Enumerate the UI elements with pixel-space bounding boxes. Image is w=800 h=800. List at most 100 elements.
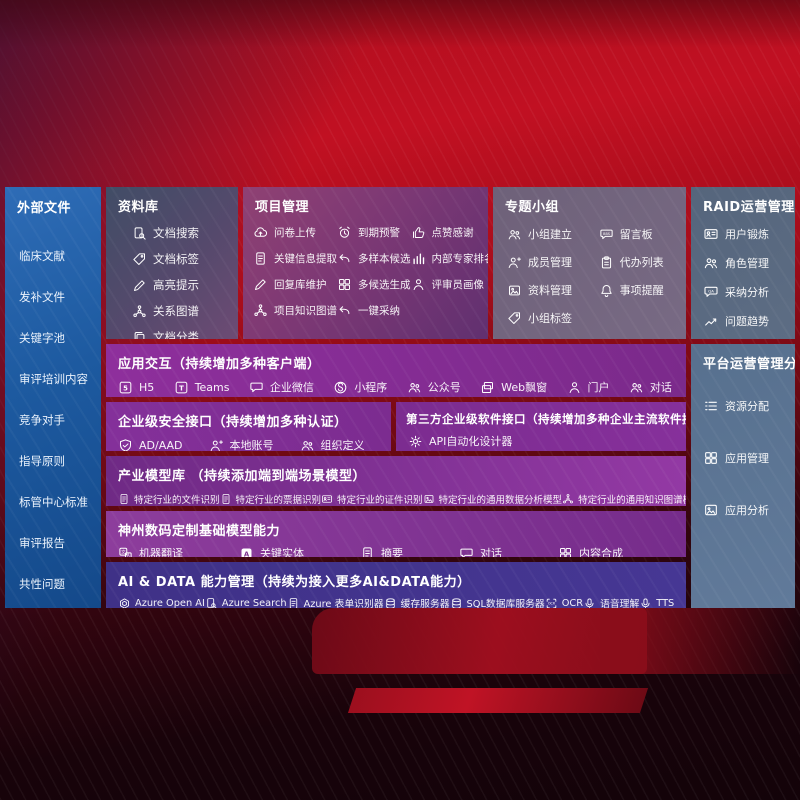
- capability-item-label: 文档搜索: [153, 226, 199, 240]
- sidebar-item-label: 指导原则: [19, 454, 65, 468]
- bell-icon: [599, 283, 614, 298]
- api-designer-icon: [408, 434, 423, 449]
- panel-foundation-models: 神州数码定制基础模型能力 机器翻译 关键实体 摘要 对话 内容合成: [106, 511, 686, 557]
- capability-item-label: Web飘窗: [501, 381, 548, 394]
- ad-shield-icon: [118, 438, 133, 452]
- capability-item: 成员管理: [507, 254, 599, 270]
- tts-icon: [639, 597, 652, 609]
- capability-item: TTS: [639, 597, 675, 609]
- panel-thirdparty-interface: 第三方企业级软件接口（持续增加多种企业主流软件接口） API自动化设计器: [396, 402, 686, 451]
- capability-item: 小组建立: [507, 226, 599, 242]
- capability-item-label: 组织定义: [320, 439, 365, 451]
- sidebar-item: 竞争对手: [19, 412, 101, 428]
- capability-item-label: OCR: [561, 597, 584, 609]
- capability-item-label: 门户: [587, 381, 610, 394]
- panel-app-interaction: 应用交互（持续增加多种客户端） H5 Teams 企业微信 小程序 公众号 Web飘窗 门户…: [106, 344, 686, 397]
- capability-item: 特定行业的文件识别: [118, 492, 220, 506]
- bbs-board-icon: [599, 227, 614, 242]
- sidebar-item: 临床文献: [19, 248, 101, 264]
- capability-item-label: 角色管理: [725, 257, 769, 270]
- portal-icon: [567, 380, 582, 395]
- capability-item-label: AD/AAD: [139, 438, 183, 452]
- panel-security-interface: 企业级安全接口（持续增加多种认证） AD/AAD 本地账号 组织定义: [106, 402, 391, 451]
- capability-item-label: 小程序: [354, 381, 388, 394]
- capability-item: 问题趋势: [703, 313, 795, 329]
- sidebar-item-label: 发补文件: [19, 290, 65, 304]
- capability-item-label: 摘要: [381, 547, 403, 557]
- capability-item: 企业微信: [249, 379, 314, 395]
- todo-list-icon: [599, 255, 614, 270]
- panel-title: 企业级安全接口（持续增加多种认证）: [118, 415, 348, 430]
- translate-icon: [118, 546, 133, 558]
- document-stack-icon: [132, 330, 147, 340]
- capability-item: 组织定义: [300, 437, 365, 451]
- capability-item-label: 问题趋势: [725, 315, 769, 328]
- capability-item-label: 特定行业的票据识别: [235, 495, 322, 506]
- capability-item-label: 评审员画像: [431, 279, 485, 291]
- sidebar-item: 共性问题: [19, 576, 101, 592]
- sidebar-item-label: 关键字池: [19, 331, 65, 345]
- document-extract-icon: [253, 251, 268, 266]
- capability-item: 用户锻炼: [703, 226, 795, 242]
- capability-item-label: 小组标签: [528, 312, 572, 325]
- capability-item-label: 机器翻译: [139, 547, 183, 557]
- sql-database-icon: [450, 597, 463, 609]
- panel-ai-data-management: AI & DATA 能力管理（持续为接入更多AI&DATA能力） Azure O…: [106, 562, 686, 608]
- highlighter-icon: [132, 278, 147, 293]
- capability-item: Teams: [174, 380, 230, 395]
- capability-item: H5: [118, 380, 154, 395]
- sidebar-item-label: 共性问题: [19, 577, 65, 591]
- capability-item: 应用分析: [703, 502, 795, 518]
- sidebar-item-label: 审评培训内容: [19, 372, 88, 386]
- capability-item-label: 资料管理: [528, 284, 572, 297]
- capability-item: 评审员画像: [411, 277, 489, 292]
- sidebar-item-label: 临床文献: [19, 249, 65, 263]
- panel-special-groups: 专题小组 小组建立 留言板 成员管理 代办列表 资料管理 事项提醒 小组标签: [493, 187, 686, 339]
- capability-item-label: Azure Search: [221, 597, 287, 609]
- capability-item: 关系图谱: [132, 303, 238, 319]
- capability-item: 关键信息提取: [253, 251, 337, 266]
- background-red-bar: [347, 688, 649, 713]
- capability-item: 一键采纳: [337, 303, 411, 318]
- sidebar-item-label: 竞争对手: [19, 413, 65, 427]
- trend-chart-icon: [703, 313, 719, 329]
- capability-item: 公众号: [407, 379, 461, 395]
- knowledge-graph-icon: [253, 303, 268, 318]
- capability-item-label: 高亮提示: [153, 278, 199, 292]
- capability-item: 多样本候选: [337, 251, 411, 266]
- data-analysis-model-icon: [423, 493, 435, 505]
- capability-item: 缓存服务器: [384, 596, 450, 608]
- capability-item-label: 多样本候选: [358, 253, 411, 265]
- capability-item: 资料管理: [507, 282, 599, 298]
- roles-icon: [703, 255, 719, 271]
- capability-item: 角色管理: [703, 255, 795, 271]
- qa-chat-icon: [703, 284, 719, 300]
- background-red-shape: [312, 608, 647, 674]
- capability-item-label: 文档标签: [153, 252, 199, 266]
- capability-item: 小组标签: [507, 310, 599, 326]
- form-recognizer-icon: [287, 597, 300, 609]
- capability-item-label: 对话: [649, 381, 672, 394]
- capability-item: 采纳分析: [703, 284, 795, 300]
- capability-item: 代办列表: [599, 254, 682, 270]
- capability-item-label: 企业微信: [269, 381, 314, 394]
- panel-title: 产业模型库 （持续添加端到端场景模型）: [118, 469, 367, 484]
- capability-item: 内部专家排名: [411, 251, 488, 266]
- capability-item: 事项提醒: [599, 282, 682, 298]
- cloud-upload-icon: [253, 225, 268, 240]
- capability-item-label: 成员管理: [528, 256, 572, 269]
- wechat-work-icon: [249, 380, 264, 395]
- capability-item: 特定行业的通用数据分析模型: [423, 492, 562, 506]
- capability-item-label: TTS: [656, 597, 675, 609]
- panel-title: 应用交互（持续增加多种客户端）: [118, 357, 321, 372]
- org-define-icon: [300, 438, 315, 452]
- capability-item-label: 用户锻炼: [725, 228, 769, 241]
- app-analysis-icon: [703, 502, 719, 518]
- capability-item-label: API自动化设计器: [429, 435, 513, 448]
- capability-item: 对话: [629, 379, 672, 395]
- capability-item-label: 本地账号: [229, 439, 274, 451]
- sidebar-item: 标管中心标准: [19, 494, 101, 510]
- panel-title: 神州数码定制基础模型能力: [118, 524, 281, 539]
